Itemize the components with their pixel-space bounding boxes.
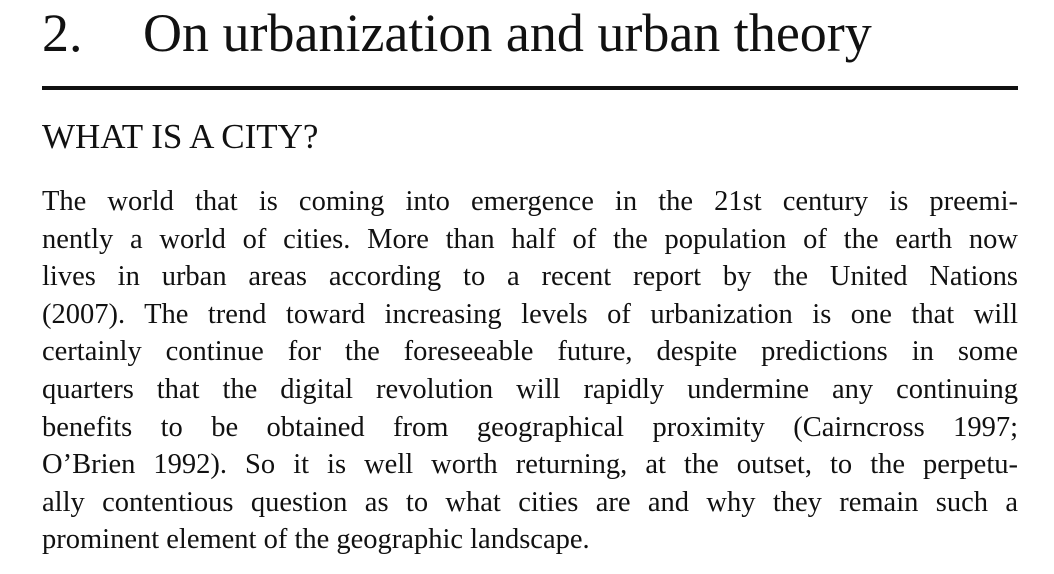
body-paragraph: The world that is coming into emergence … [42,183,1018,559]
paragraph-line: ally contentious question as to what cit… [42,486,1018,518]
paragraph-line: prominent element of the geographic land… [42,524,590,556]
paragraph-line: The world that is coming into emergence … [42,186,1018,217]
paragraph-line: nently a world of cities. More than half… [42,223,1018,255]
paragraph-line: certainly continue for the foreseeable f… [42,336,1018,368]
document-page: 2. On urbanization and urban theory WHAT… [42,0,1018,559]
paragraph-line: quarters that the digital revolution wil… [42,373,1018,405]
chapter-heading: 2. On urbanization and urban theory [42,0,1018,86]
paragraph-line: benefits to be obtained from geographica… [42,411,1018,443]
chapter-number: 2. [42,3,83,63]
section-heading: WHAT IS A CITY? [42,117,319,156]
paragraph-line: lives in urban areas according to a rece… [42,261,1018,293]
paragraph-line: O’Brien 1992). So it is well worth retur… [42,449,1018,481]
chapter-title: On urbanization and urban theory [143,3,872,63]
paragraph-line: (2007). The trend toward increasing leve… [42,298,1018,330]
chapter-rule-divider [42,86,1018,90]
